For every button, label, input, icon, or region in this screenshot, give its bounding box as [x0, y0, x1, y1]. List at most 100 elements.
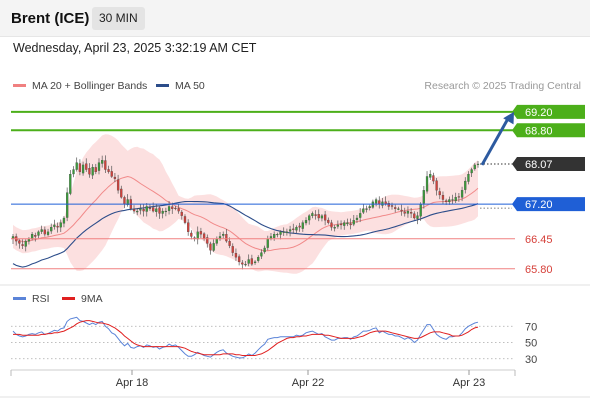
candle-body — [451, 199, 454, 201]
candle-body — [177, 208, 180, 212]
candle-body — [161, 210, 164, 214]
candle-body — [56, 225, 59, 228]
legend-ma50: MA 50 — [156, 80, 205, 92]
candle-body — [301, 222, 304, 229]
candle-body — [359, 213, 362, 218]
rsi-tick-label: 70 — [525, 321, 537, 333]
price-levels: 69.20 68.80 67.20 66.45 65.80 68.07 — [11, 104, 585, 276]
ma20-swatch — [13, 83, 26, 87]
rsi-tick-label: 30 — [525, 354, 537, 366]
candle-body — [295, 227, 298, 231]
candle-body — [136, 210, 139, 213]
candle-body — [81, 164, 85, 174]
candle-body — [304, 220, 308, 224]
candle-body — [59, 222, 62, 228]
candle-body — [288, 229, 292, 232]
candle-body — [72, 169, 75, 175]
candle-body — [352, 220, 355, 225]
instrument-title: Brent (ICE) — [11, 10, 90, 27]
candle-body — [202, 233, 206, 239]
candle-body — [24, 240, 27, 247]
candle-body — [323, 214, 327, 221]
candle-body — [199, 231, 203, 235]
candle-body — [425, 176, 429, 192]
timestamp: Wednesday, April 23, 2025 3:32:19 AM CET — [13, 41, 257, 55]
candle-body — [91, 167, 94, 176]
candle-body — [473, 164, 476, 170]
candle-body — [330, 222, 333, 228]
candle-body — [50, 227, 53, 232]
candle-body — [263, 247, 266, 253]
candle-body — [222, 233, 225, 236]
candle-body — [21, 244, 24, 246]
candle-body — [311, 213, 314, 217]
ma50-swatch — [156, 83, 169, 87]
candle-body — [110, 171, 113, 177]
candle-body — [206, 237, 209, 244]
level-label: 65.80 — [525, 264, 553, 276]
timeframe-selector[interactable]: 30 MIN — [92, 7, 145, 30]
level-label: 69.20 — [525, 107, 553, 119]
candle-body — [171, 206, 174, 209]
candle-body — [37, 231, 40, 236]
candle-body — [464, 180, 467, 190]
legend-rsi: RSI — [13, 293, 50, 305]
bollinger-band — [13, 134, 478, 274]
rsi-label: RSI — [32, 293, 50, 305]
candle-body — [97, 162, 101, 171]
candle-body — [69, 173, 72, 194]
candle-body — [142, 209, 145, 212]
candle-body — [454, 197, 457, 202]
ma20-line — [12, 175, 479, 252]
time-tick-label: Apr 23 — [453, 377, 485, 389]
candle-body — [187, 222, 190, 232]
candle-body — [317, 214, 320, 219]
candle-body — [308, 215, 311, 221]
legend-ma20: MA 20 + Bollinger Bands — [13, 80, 147, 92]
level-label: 66.45 — [525, 234, 553, 246]
candle-body — [46, 231, 50, 235]
candle-body — [120, 188, 123, 198]
candle-body — [196, 231, 199, 240]
level-tag — [512, 123, 585, 138]
candle-body — [435, 180, 438, 191]
time-tick-label: Apr 18 — [116, 377, 148, 389]
candle-body — [78, 163, 82, 172]
candle-body — [285, 231, 289, 233]
candle-body — [151, 207, 155, 212]
candle-body — [113, 176, 117, 179]
candle-body — [212, 243, 215, 251]
candle-body — [215, 238, 218, 244]
candle-body — [457, 196, 461, 198]
candle-body — [441, 195, 445, 200]
candle-body — [282, 231, 285, 233]
candle-body — [253, 261, 257, 264]
candle-body — [374, 199, 378, 204]
candle-body — [476, 163, 480, 165]
current-price-label: 68.07 — [525, 159, 553, 171]
candle-body — [429, 173, 432, 178]
candle-body — [34, 235, 37, 237]
candle-body — [413, 213, 416, 219]
candle-body — [30, 233, 34, 239]
rsi-line — [12, 316, 479, 359]
candle-body — [104, 160, 107, 170]
candle-body — [101, 160, 104, 164]
ma20-label: MA 20 + Bollinger Bands — [32, 80, 148, 92]
candle-body — [409, 212, 413, 214]
candle-body — [148, 207, 152, 209]
candle-body — [250, 258, 254, 265]
candle-body — [231, 246, 234, 253]
candle-body — [339, 223, 343, 226]
candle-body — [273, 233, 276, 238]
candle-body — [378, 200, 381, 205]
candle-body — [257, 257, 260, 261]
candle-body — [167, 206, 171, 211]
rsi-panel: 70 50 30 — [11, 316, 537, 366]
candle-body — [62, 217, 66, 224]
candle-body — [209, 243, 212, 251]
candle-body — [116, 179, 120, 191]
candle-body — [158, 207, 161, 214]
candle-body — [346, 222, 349, 225]
